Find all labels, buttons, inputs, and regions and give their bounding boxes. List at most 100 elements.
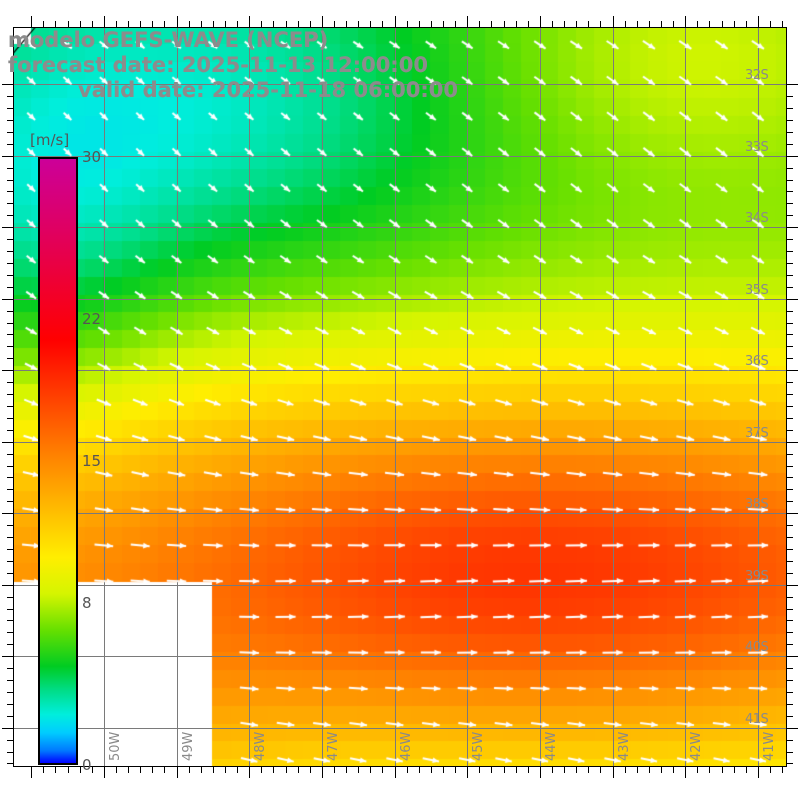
tick-top [734, 21, 735, 27]
tick-left [7, 466, 13, 467]
tick-right [787, 311, 793, 312]
tick-bottom [237, 767, 238, 773]
tick-bottom [189, 767, 190, 773]
tick-bottom [80, 767, 81, 773]
tick-left [7, 609, 13, 610]
tick-bottom [68, 767, 69, 773]
tick-left [7, 716, 13, 717]
tick-top [213, 21, 214, 27]
map-plot-area[interactable]: 32S 33S 34S 35S 36S 37S 38S 39S 40S 41S 50W 49W 48W 4… [13, 27, 787, 767]
tick-top [504, 21, 505, 27]
tick-top [164, 21, 165, 27]
tick-top [770, 21, 771, 27]
tick-left [7, 287, 13, 288]
tick-top [528, 21, 529, 27]
tick-bottom [177, 767, 178, 778]
tick-left [7, 180, 13, 181]
tick-bottom [92, 767, 93, 773]
colorbar-unit-label: [m/s] [30, 131, 70, 149]
tick-left [2, 442, 13, 443]
tick-right [787, 144, 793, 145]
tick-bottom [55, 767, 56, 773]
tick-right [787, 120, 793, 121]
tick-bottom [625, 767, 626, 773]
lat-label-34S: 34S [745, 211, 769, 227]
colorbar-gradient [38, 157, 78, 765]
tick-top [588, 21, 589, 27]
tick-left [7, 311, 13, 312]
model-name: modelo GEFS-WAVE (NCEP) [8, 28, 329, 52]
tick-left [2, 227, 13, 228]
tick-left [7, 418, 13, 419]
tick-bottom [734, 767, 735, 773]
tick-left [7, 763, 13, 764]
tick-left [2, 84, 13, 85]
tick-left [7, 454, 13, 455]
tick-right [787, 275, 793, 276]
tick-top [661, 21, 662, 27]
tick-right [787, 656, 798, 657]
lat-label-39S: 39S [745, 568, 769, 584]
lon-label-41W: 41W [761, 731, 777, 761]
tick-left [2, 728, 13, 729]
tick-right [787, 168, 793, 169]
tick-top [709, 21, 710, 27]
tick-right [787, 203, 793, 204]
lon-label-46W: 46W [398, 731, 414, 761]
colorbar[interactable] [38, 157, 78, 765]
tick-top [140, 21, 141, 27]
tick-top [68, 21, 69, 27]
tick-top [516, 21, 517, 27]
lat-label-41S: 41S [745, 711, 769, 727]
tick-left [7, 632, 13, 633]
tick-right [787, 132, 793, 133]
tick-right [787, 96, 793, 97]
tick-right [787, 227, 798, 228]
tick-right [787, 156, 798, 157]
tick-bottom [528, 767, 529, 773]
tick-left [7, 108, 13, 109]
lon-label-45W: 45W [471, 731, 487, 761]
tick-top [273, 21, 274, 27]
tick-top [382, 21, 383, 27]
tick-left [7, 752, 13, 753]
tick-right [787, 752, 793, 753]
tick-right [787, 537, 793, 538]
tick-left [2, 585, 13, 586]
tick-top [443, 21, 444, 27]
tick-right [787, 680, 793, 681]
tick-right [787, 763, 793, 764]
tick-bottom [298, 767, 299, 773]
tick-right [787, 513, 798, 514]
tick-top [431, 21, 432, 27]
tick-left [7, 251, 13, 252]
tick-left [7, 680, 13, 681]
tick-right [787, 323, 793, 324]
tick-bottom [322, 767, 323, 778]
tick-bottom [516, 767, 517, 773]
lat-label-38S: 38S [745, 497, 769, 513]
tick-bottom [152, 767, 153, 773]
tick-right [787, 573, 793, 574]
tick-top [310, 21, 311, 27]
tick-right [787, 489, 793, 490]
tick-bottom [140, 767, 141, 773]
tick-top [92, 21, 93, 27]
tick-right [787, 346, 793, 347]
tick-left [7, 394, 13, 395]
tick-bottom [770, 767, 771, 773]
tick-top [467, 16, 468, 27]
tick-top [685, 16, 686, 27]
tick-top [491, 21, 492, 27]
tick-top [370, 21, 371, 27]
tick-bottom [358, 767, 359, 773]
tick-bottom [479, 767, 480, 773]
tick-left [7, 740, 13, 741]
colorbar-tick-22: 22 [82, 310, 102, 329]
tick-left [7, 549, 13, 550]
tick-top [673, 21, 674, 27]
tick-top [455, 21, 456, 27]
tick-bottom [43, 767, 44, 773]
tick-right [787, 358, 793, 359]
tick-left [7, 358, 13, 359]
